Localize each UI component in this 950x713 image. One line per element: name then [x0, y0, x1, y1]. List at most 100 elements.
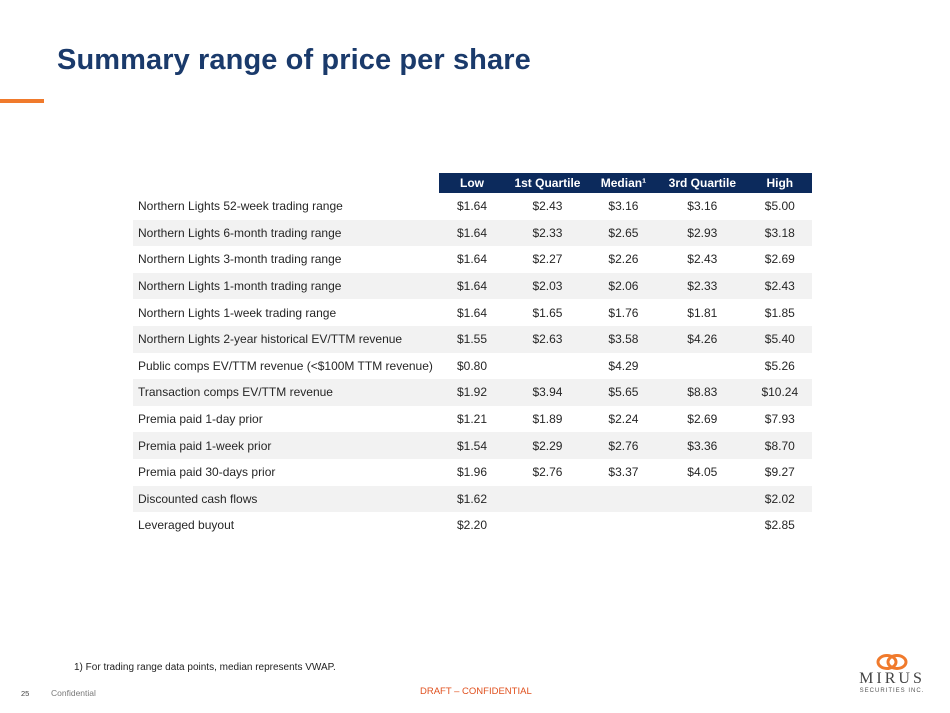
- value-cell: $7.93: [764, 412, 795, 427]
- row-label: Discounted cash flows: [133, 485, 439, 513]
- value-cell: [589, 485, 658, 513]
- value-cell: $1.92: [438, 379, 506, 406]
- header-3rd-quartile: 3rd Quartile: [657, 173, 748, 193]
- value-cell: $2.69: [764, 252, 795, 267]
- value-cell: $2.03: [505, 272, 590, 300]
- page-number: 25: [21, 689, 30, 698]
- row-label: Premia paid 30-days prior: [138, 465, 276, 480]
- row-label: Northern Lights 1-week trading range: [138, 305, 337, 320]
- table-row: Discounted cash flows $1.62 $2.02: [133, 485, 812, 513]
- value-cell: $2.06: [589, 272, 658, 300]
- value-cell: $3.18: [747, 219, 812, 247]
- value-cell: $10.24: [747, 379, 812, 406]
- value-cell: [657, 512, 748, 539]
- value-cell: $2.29: [505, 432, 590, 459]
- value-cell: $5.65: [589, 379, 658, 406]
- value-cell: $5.26: [764, 358, 795, 373]
- row-label: Premia paid 1-day prior: [138, 412, 263, 427]
- value-cell: $4.26: [657, 325, 748, 353]
- value-cell: $1.64: [456, 199, 488, 214]
- table-row: Northern Lights 52-week trading range $1.…: [133, 193, 812, 220]
- table-row: Northern Lights 2-year historical EV/TTM…: [133, 325, 812, 353]
- mirus-logo-icon: [876, 654, 908, 670]
- table-row: Premia paid 1-day prior $1.21 $1.89 $2.24 $2…: [133, 406, 812, 433]
- value-cell: $0.80: [456, 358, 488, 373]
- table-row: Northern Lights 1-month trading range $1.…: [133, 272, 812, 300]
- value-cell: $1.64: [456, 252, 488, 267]
- page-title: Summary range of price per share: [57, 44, 531, 76]
- value-cell: $3.94: [505, 379, 590, 406]
- value-cell: $2.33: [657, 272, 748, 300]
- row-label: Northern Lights 3-month trading range: [138, 252, 342, 267]
- value-cell: $2.33: [505, 219, 590, 247]
- value-cell: $1.55: [438, 325, 506, 353]
- table-row: Premia paid 30-days prior $1.96 $2.76 $3.37…: [133, 459, 812, 486]
- table-row: Leveraged buyout $2.20 $2.85: [133, 512, 812, 539]
- value-cell: $1.62: [438, 485, 506, 513]
- row-label: Public comps EV/TTM revenue (<$100M TTM …: [138, 358, 433, 373]
- header-1st-quartile: 1st Quartile: [505, 173, 590, 193]
- value-cell: $8.83: [657, 379, 748, 406]
- value-cell: $2.76: [589, 432, 658, 459]
- row-label: Northern Lights 1-month trading range: [133, 272, 439, 300]
- value-cell: $2.26: [608, 252, 639, 267]
- value-cell: [590, 512, 657, 539]
- logo-subtitle: SECURITIES INC.: [859, 688, 925, 694]
- value-cell: $2.43: [687, 252, 718, 267]
- value-cell: $4.29: [608, 358, 639, 373]
- value-cell: [657, 485, 748, 513]
- draft-label: DRAFT – CONFIDENTIAL: [420, 686, 532, 697]
- value-cell: $2.02: [747, 485, 812, 513]
- value-cell: $1.96: [456, 465, 488, 480]
- row-label: Northern Lights 2-year historical EV/TTM…: [133, 325, 439, 353]
- accent-bar: [0, 99, 44, 103]
- value-cell: $9.27: [764, 465, 795, 480]
- table-row: Northern Lights 3-month trading range $1.…: [133, 246, 812, 273]
- value-cell: $2.85: [764, 518, 795, 533]
- table-row: Transaction comps EV/TTM revenue $1.92 $3.…: [133, 379, 812, 406]
- value-cell: $1.81: [687, 305, 718, 320]
- value-cell: [505, 485, 590, 513]
- footnote: 1) For trading range data points, median…: [74, 662, 336, 673]
- value-cell: $2.76: [532, 465, 563, 480]
- row-label: Leveraged buyout: [138, 518, 235, 533]
- company-logo: MIRUS SECURITIES INC.: [846, 653, 938, 701]
- value-cell: $2.27: [532, 252, 563, 267]
- value-cell: $1.64: [456, 305, 488, 320]
- row-label: Transaction comps EV/TTM revenue: [133, 379, 439, 406]
- value-cell: $1.54: [438, 432, 506, 459]
- row-label: Premia paid 1-week prior: [133, 432, 439, 459]
- table-header-row: Low 1st Quartile Median¹ 3rd Quartile Hi…: [133, 173, 812, 193]
- value-cell: $3.37: [608, 465, 639, 480]
- header-blank-cell: [133, 173, 439, 193]
- header-high: High: [747, 173, 812, 193]
- value-cell: $1.85: [764, 305, 795, 320]
- value-cell: $5.40: [747, 325, 812, 353]
- value-cell: $2.24: [608, 412, 639, 427]
- value-cell: $2.69: [687, 412, 718, 427]
- value-cell: $3.58: [589, 325, 658, 353]
- value-cell: $8.70: [747, 432, 812, 459]
- header-median: Median¹: [589, 173, 658, 193]
- value-cell: [505, 512, 590, 539]
- value-cell: $1.65: [532, 305, 563, 320]
- value-cell: $1.76: [608, 305, 639, 320]
- value-cell: $1.64: [438, 219, 506, 247]
- value-cell: $2.93: [657, 219, 748, 247]
- value-cell: $5.00: [764, 199, 795, 214]
- table-row: Northern Lights 6-month trading range $1.…: [133, 219, 812, 247]
- price-range-table: Low 1st Quartile Median¹ 3rd Quartile Hi…: [133, 173, 812, 539]
- value-cell: $2.43: [532, 199, 563, 214]
- value-cell: [505, 353, 590, 380]
- value-cell: [657, 353, 748, 380]
- table-row: Northern Lights 1-week trading range $1.6…: [133, 299, 812, 326]
- logo-name: MIRUS: [859, 670, 925, 687]
- value-cell: $3.16: [687, 199, 718, 214]
- row-label: Northern Lights 52-week trading range: [138, 199, 343, 214]
- value-cell: $2.43: [747, 272, 812, 300]
- value-cell: $3.16: [608, 199, 639, 214]
- header-low: Low: [438, 173, 506, 193]
- value-cell: $4.05: [687, 465, 718, 480]
- value-cell: $1.64: [438, 272, 506, 300]
- value-cell: $1.89: [532, 412, 563, 427]
